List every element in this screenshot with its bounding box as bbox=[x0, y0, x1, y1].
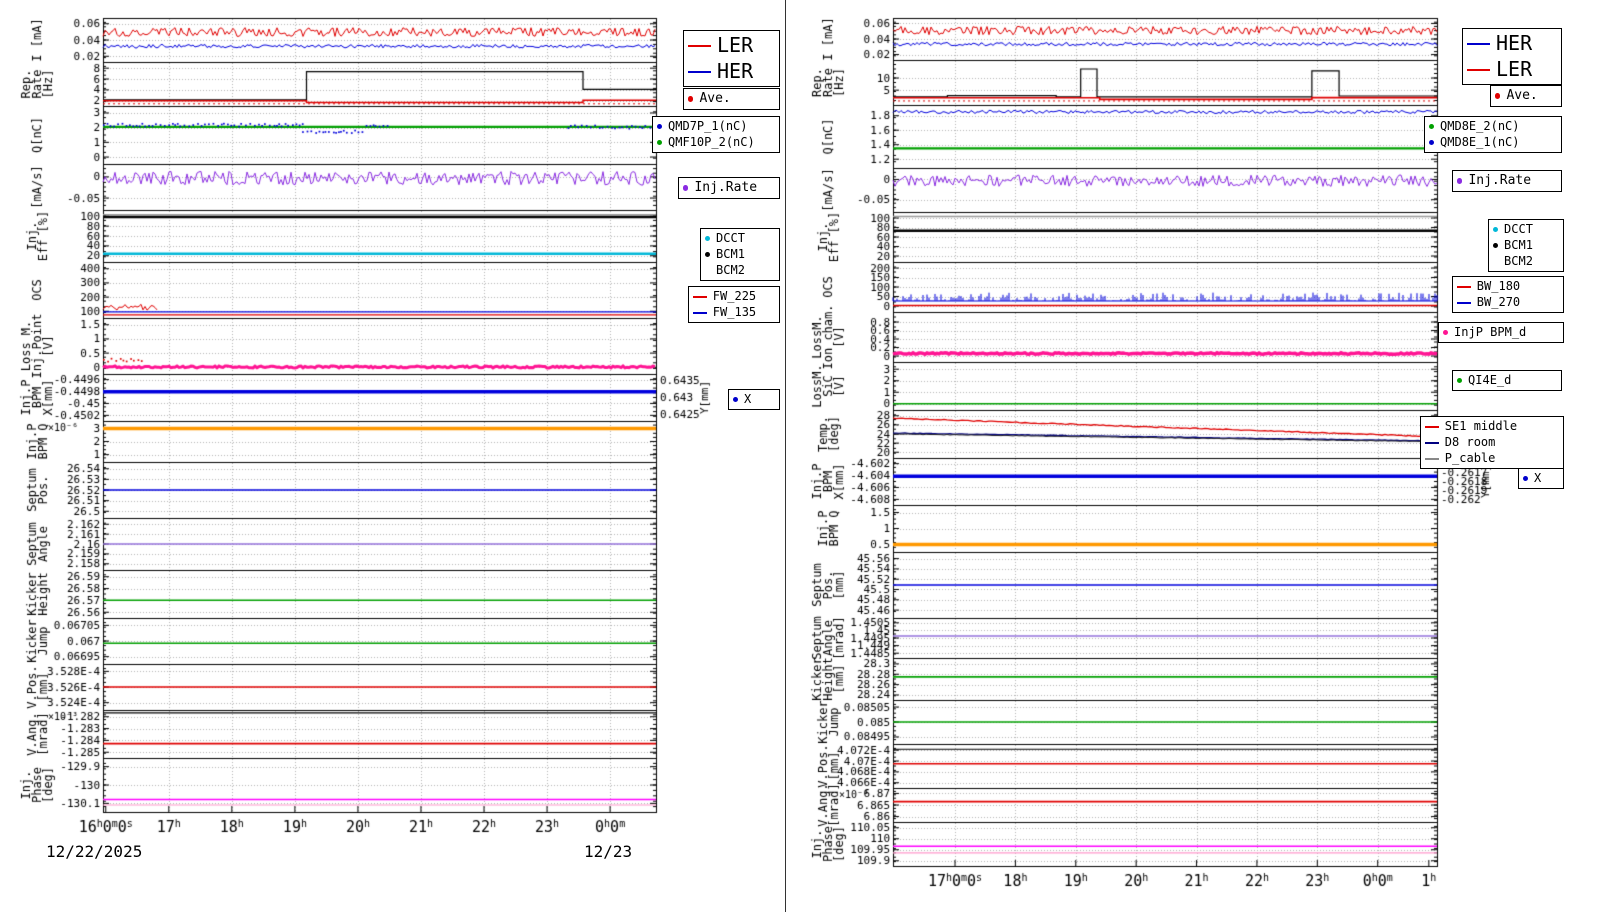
panel-divider bbox=[785, 0, 786, 912]
left-panel-canvas bbox=[0, 0, 786, 912]
date-label-end: 12/23 bbox=[584, 842, 633, 861]
date-label-start: 12/22/2025 bbox=[46, 842, 143, 861]
right-panel-canvas bbox=[787, 0, 1606, 912]
